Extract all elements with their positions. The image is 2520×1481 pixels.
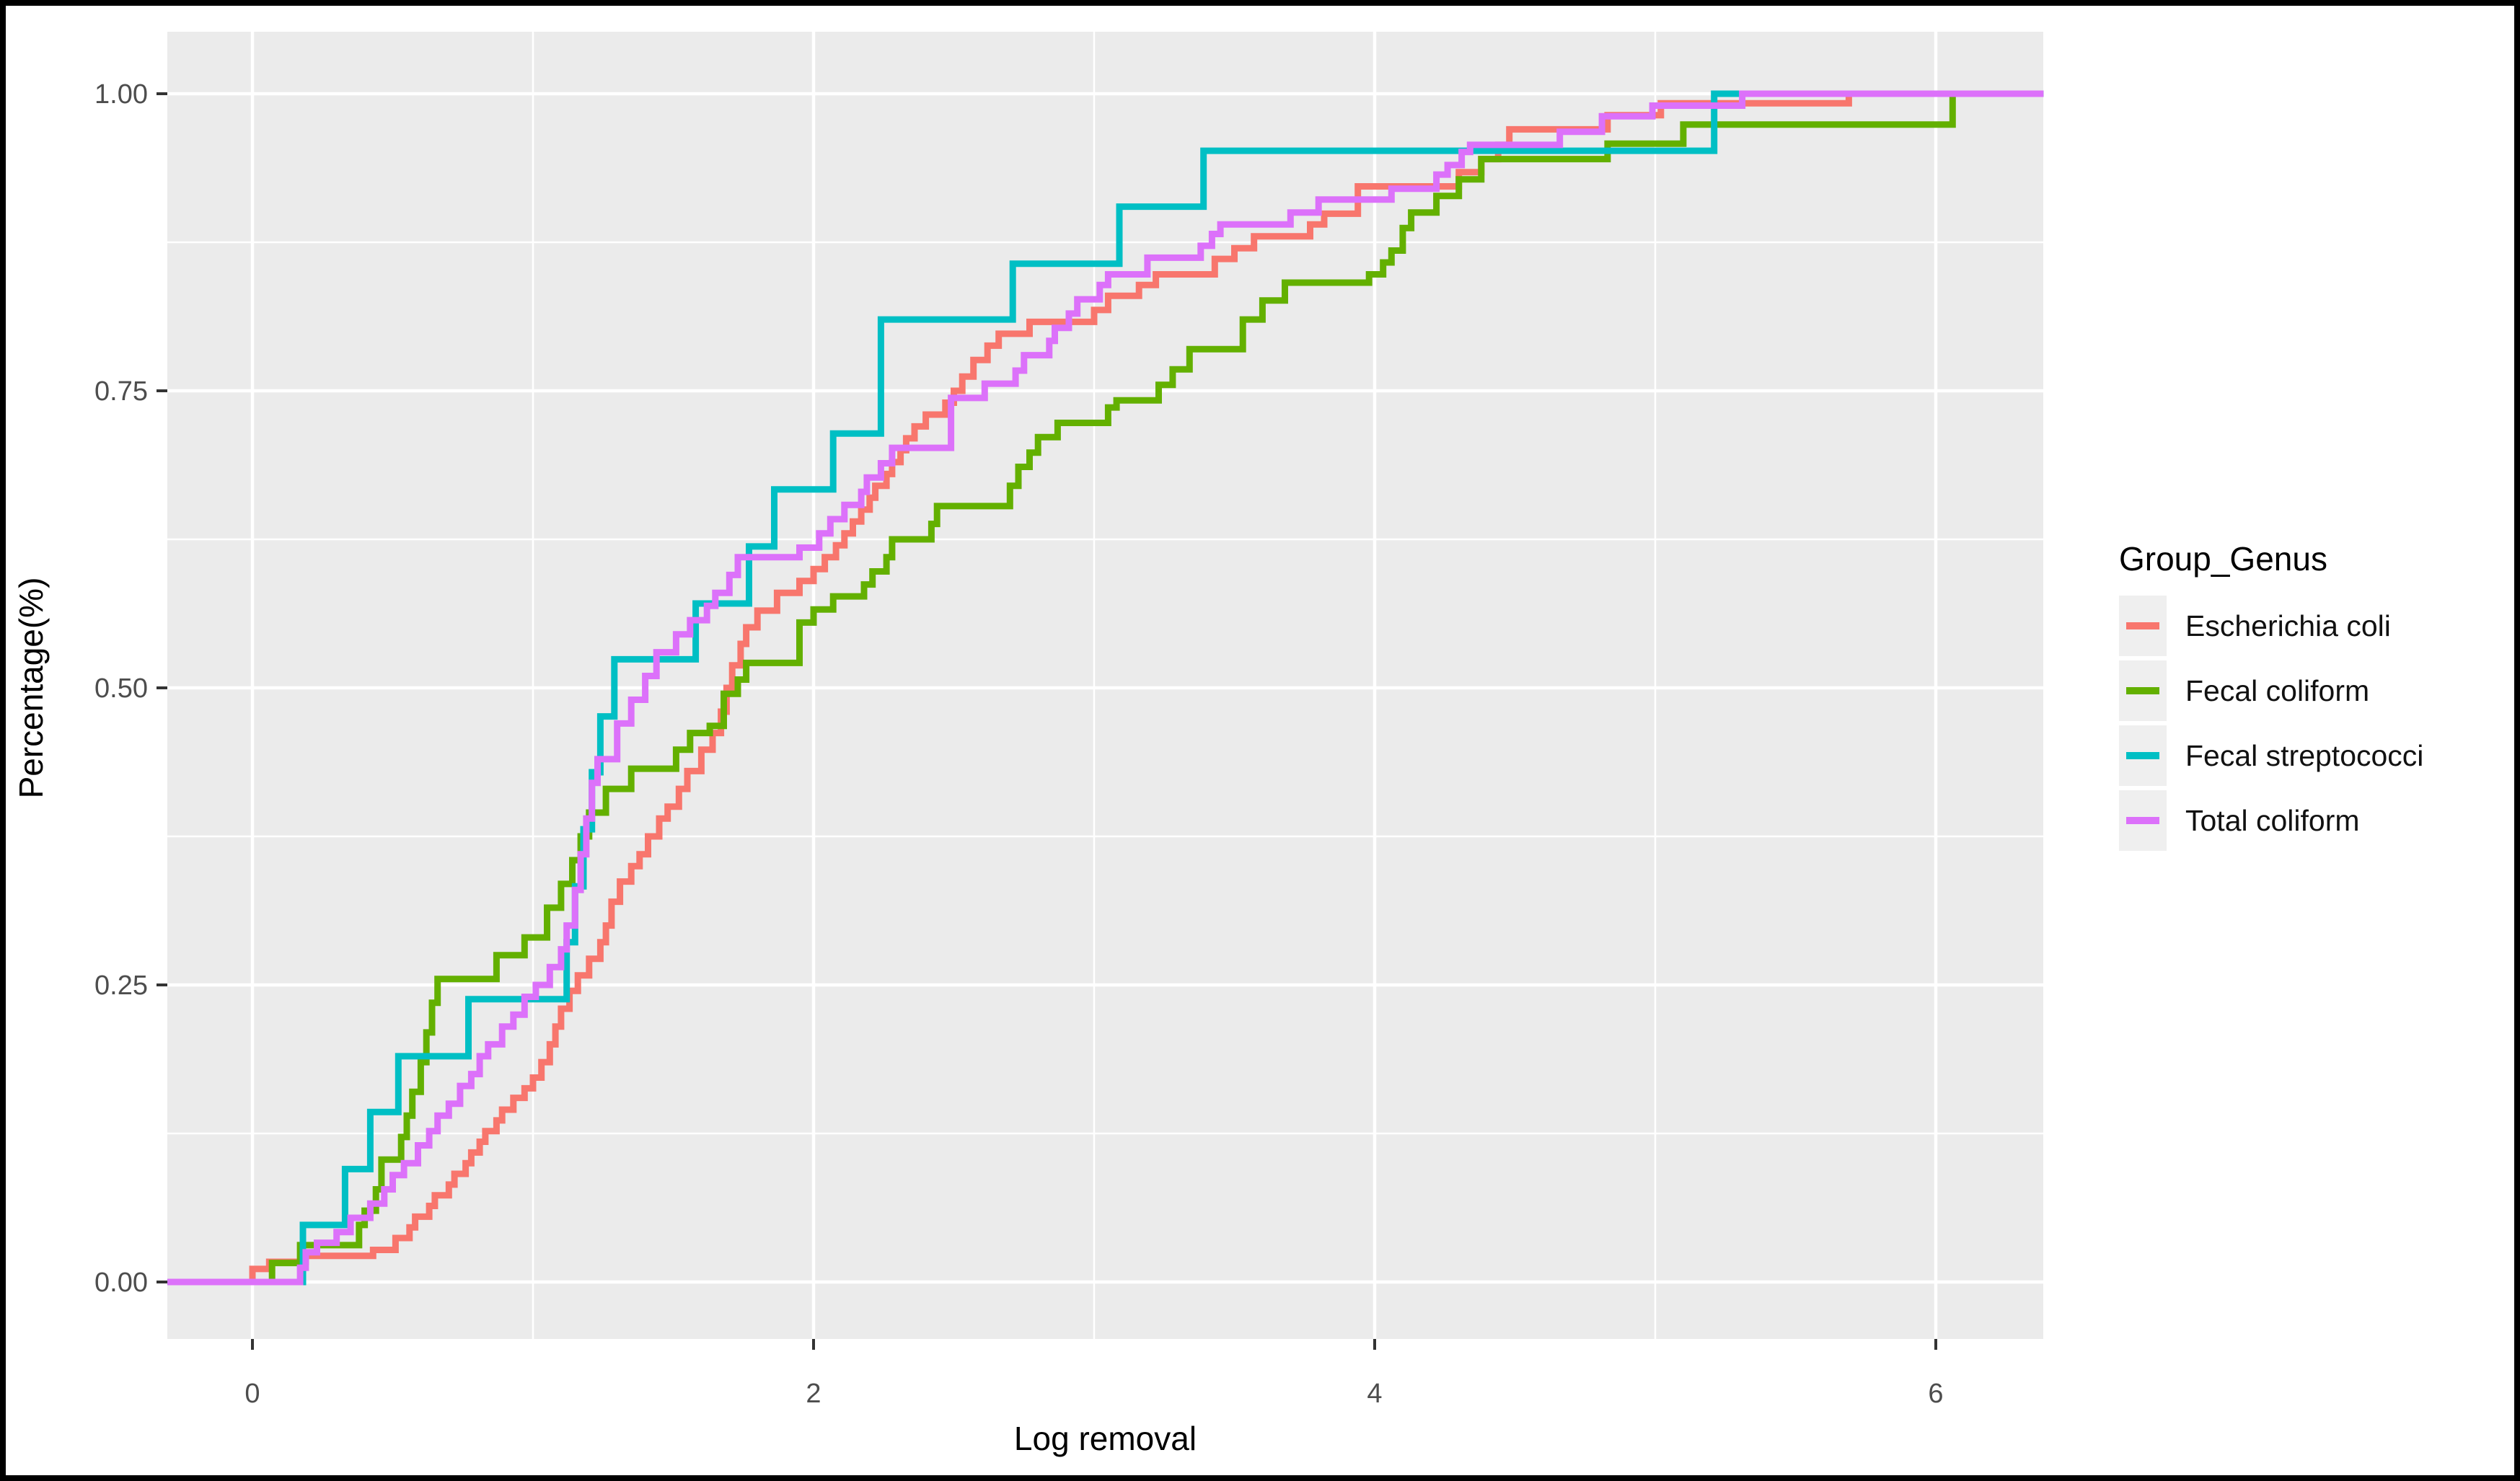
legend-item-label: Fecal coliform [2185, 673, 2370, 707]
ecdf-curve-fecal-streptococci [167, 90, 2044, 1286]
x-tick-label: 6 [1928, 1379, 1943, 1409]
x-axis-title: Log removal [1013, 1420, 1197, 1457]
legend-key [2119, 725, 2167, 786]
plot-panel [167, 32, 2043, 1339]
legend-key-line [2126, 817, 2159, 824]
ecdf-curve-fecal-coliform [167, 90, 2044, 1286]
legend-key-line [2126, 687, 2159, 694]
legend-title: Group_Genus [2119, 540, 2327, 578]
legend-key [2119, 596, 2167, 656]
legend: Group_Genus Escherichia coli Fecal colifo… [2119, 539, 2423, 855]
legend-items: Escherichia coli Fecal coliform Fecal stre… [2119, 596, 2423, 851]
legend-item-label: Fecal streptococci [2185, 738, 2424, 772]
legend-key-line [2126, 622, 2159, 629]
ecdf-curve-total-coliform [167, 90, 2044, 1286]
x-tick-label: 4 [1367, 1379, 1382, 1409]
legend-item: Total coliform [2119, 790, 2423, 851]
ecdf-curve-escherichia-coli [167, 90, 2044, 1286]
y-tick-label: 0.25 [94, 971, 148, 1001]
x-tick-label: 2 [806, 1379, 821, 1409]
y-tick-label: 0.50 [94, 673, 148, 704]
y-axis-title: Percentage(%) [12, 577, 50, 799]
y-tick-label: 0.75 [94, 376, 148, 407]
x-tick-label: 0 [244, 1379, 260, 1409]
legend-item: Fecal coliform [2119, 660, 2423, 721]
legend-item-label: Escherichia coli [2185, 609, 2391, 642]
y-tick-label: 0.00 [94, 1268, 148, 1298]
legend-item-label: Total coliform [2185, 803, 2360, 837]
legend-item: Fecal streptococci [2119, 725, 2423, 786]
legend-key [2119, 790, 2167, 851]
legend-item: Escherichia coli [2119, 596, 2423, 656]
y-tick-label: 1.00 [94, 79, 148, 110]
legend-key [2119, 660, 2167, 721]
legend-key-line [2126, 752, 2159, 759]
